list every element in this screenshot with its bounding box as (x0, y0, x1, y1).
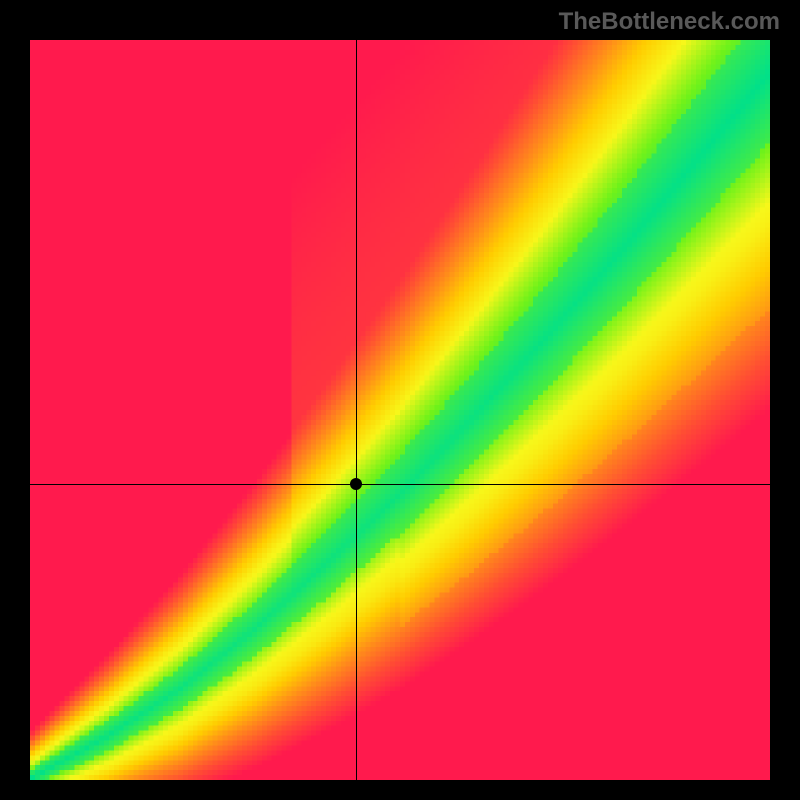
crosshair-horizontal (30, 484, 770, 485)
crosshair-vertical (356, 40, 357, 780)
chart-container: TheBottleneck.com (0, 0, 800, 800)
marker-point (350, 478, 362, 490)
watermark-text: TheBottleneck.com (559, 8, 780, 36)
heatmap-canvas (30, 40, 770, 780)
plot-area (30, 40, 770, 780)
